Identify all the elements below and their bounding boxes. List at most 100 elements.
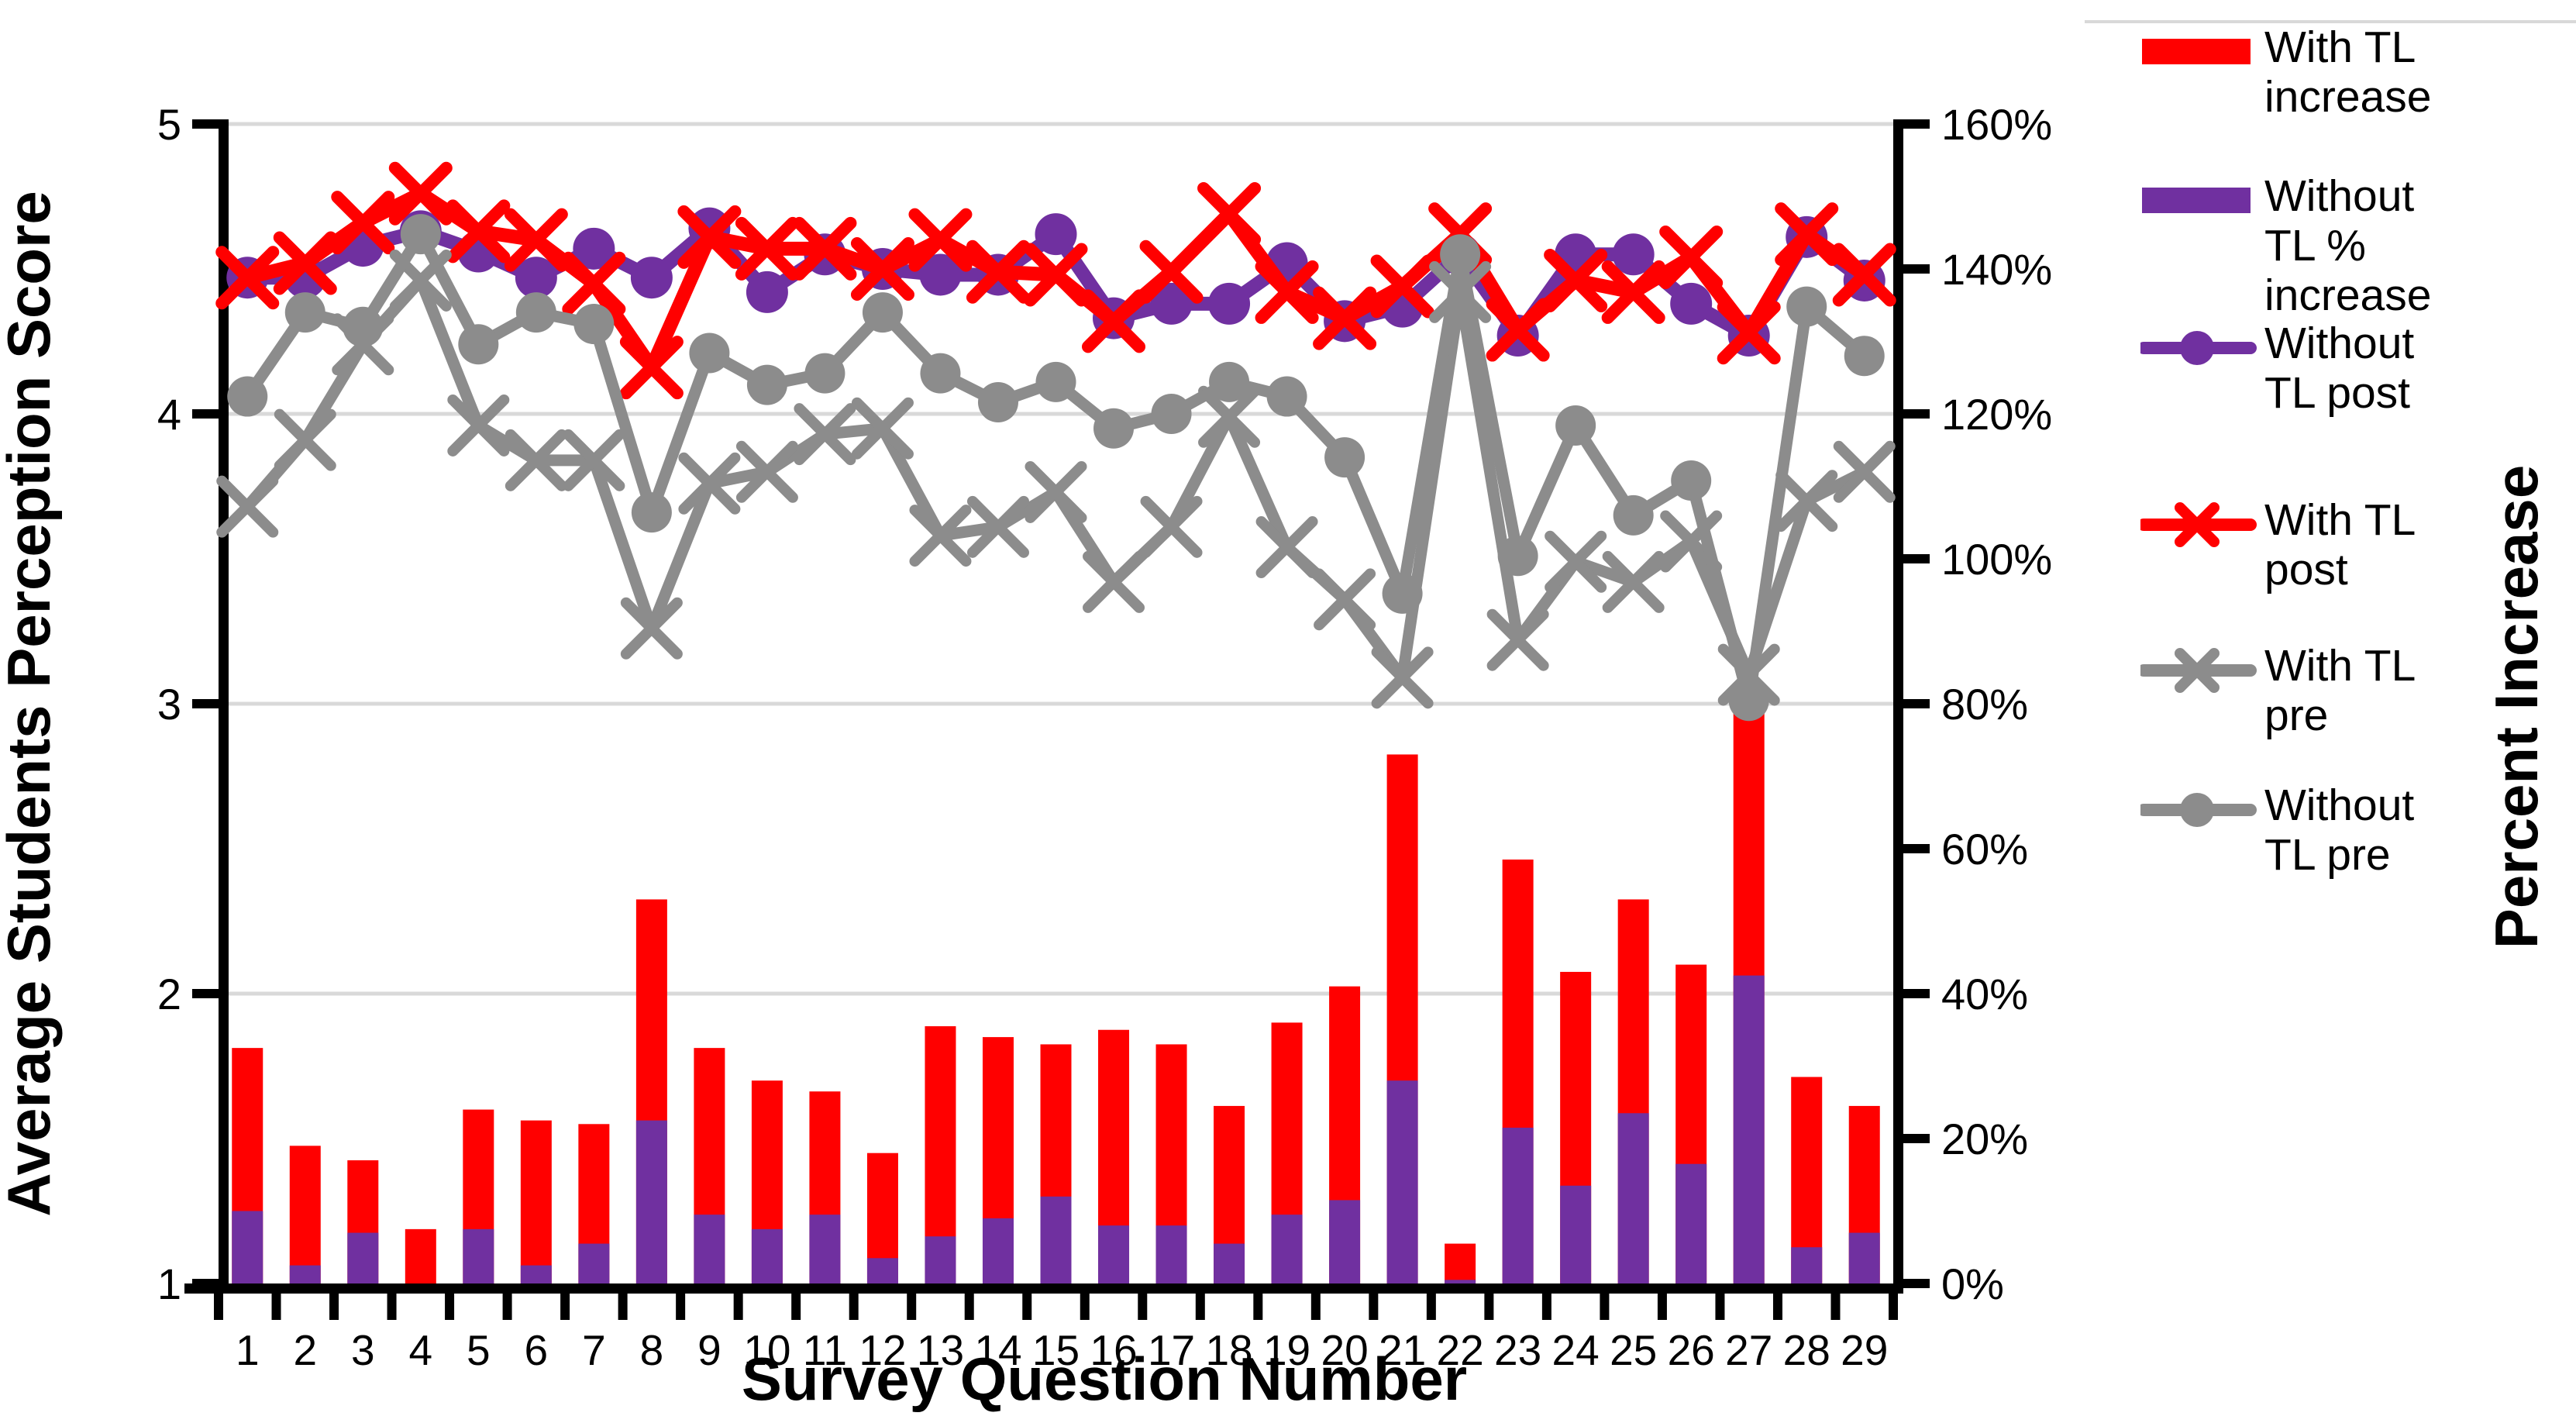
marker-x [274,408,336,471]
legend-item-without-tl-post: Without TL post [2140,319,2414,419]
y-right-tick-label: 80% [1941,680,2028,729]
x-tick-label: 12 [859,1326,906,1374]
legend-swatch-without-tl-pre [2140,793,2257,827]
y-left-axis-title: Average Students Perception Score [0,191,63,1217]
x-axis-title: Survey Question Number [742,1345,1467,1413]
marker-circle [1209,361,1250,402]
marker-x [504,208,568,272]
marker-circle [1324,437,1365,478]
x-tick [1080,1294,1090,1320]
bar-without-tl-increase [1098,1225,1130,1283]
x-tick [329,1294,339,1320]
marker-circle [1093,408,1135,449]
bar-with-tl-increase [520,1120,552,1283]
x-tick [1600,1294,1610,1320]
marker-x [735,216,799,281]
x-tick-label: 25 [1610,1326,1657,1374]
marker-circle [1844,336,1885,377]
y-left-tick-label: 2 [157,970,181,1018]
marker-circle [343,306,384,347]
marker-x [966,495,1029,558]
marker-circle [400,214,441,255]
y-right-tick-label: 40% [1941,970,2028,1018]
marker-circle [1728,680,1769,722]
marker-x [273,231,337,295]
marker-circle [862,292,903,333]
y-left-tick [192,989,219,998]
marker-x [447,394,510,457]
y-left-axis-line [219,119,229,1294]
x-tick-label: 10 [743,1326,790,1374]
marker-x [1255,516,1318,579]
x-tick [676,1294,686,1320]
x-tick-label: 20 [1321,1326,1368,1374]
x-tick-label: 29 [1841,1326,1888,1374]
marker-circle [1150,282,1193,325]
legend-swatch-with-tl-increase [2142,39,2251,64]
legend-marker-x [2175,648,2220,693]
legend-label-with-tl-pre: With TL pre [2264,641,2416,740]
bar-without-tl-increase [1733,975,1765,1283]
marker-x [851,397,914,460]
legend-bar-swatch [2142,188,2251,213]
y-right-tick [1903,989,1930,998]
legend-marker-circle [2180,331,2214,365]
x-tick [1715,1294,1725,1320]
bar-without-tl-increase [1214,1243,1245,1283]
y-right-tick-label: 0% [1941,1259,2004,1308]
x-tick-label: 28 [1783,1326,1830,1374]
bar-without-tl-increase [1848,1232,1880,1283]
legend-label-with-tl-post: With TL post [2264,495,2416,594]
marker-circle [1151,394,1192,434]
marker-x [850,237,914,301]
x-tick-label: 22 [1437,1326,1484,1374]
marker-x [1544,248,1608,312]
x-tick-label: 8 [640,1326,664,1374]
marker-circle [515,292,556,333]
bar-without-tl-increase [1271,1215,1303,1283]
marker-x [1486,298,1550,362]
bar-without-tl-increase [578,1243,610,1283]
marker-x [216,475,279,538]
top-divider-line [2085,20,2576,23]
marker-x [446,199,511,264]
marker-x [1429,260,1492,323]
marker-x [388,161,453,226]
y-right-axis-line [1893,119,1903,1294]
y-right-tick [1903,1279,1930,1288]
marker-circle [804,353,845,394]
y-right-tick [1903,699,1930,708]
marker-x [1601,260,1665,324]
marker-x [1717,301,1781,365]
marker-circle [458,324,499,365]
y-right-tick [1903,119,1930,129]
y-right-tick-label: 60% [1941,825,2028,873]
legend-item-without-tl-increase: Without TL % increase [2140,171,2431,320]
bar-without-tl-increase [1329,1200,1361,1283]
marker-x [1314,568,1376,631]
y-left-tick-label: 3 [157,680,181,729]
y-right-tick [1903,409,1930,419]
marker-circle [1612,233,1655,276]
y-right-tick [1903,264,1930,274]
x-tick-label: 23 [1494,1326,1541,1374]
x-tick-label: 21 [1379,1326,1426,1374]
marker-circle [573,227,615,270]
x-tick [445,1294,455,1320]
marker-x [1602,550,1665,613]
marker-circle [1035,361,1076,402]
bar-without-tl-increase [694,1215,725,1283]
marker-circle [919,253,962,296]
y-right-tick-label: 160% [1941,100,2052,149]
y-right-tick [1903,1134,1930,1143]
x-tick-label: 14 [974,1326,1021,1374]
marker-x [1255,260,1319,324]
marker-x [908,208,973,272]
marker-circle [515,257,557,299]
marker-circle [1208,282,1251,325]
marker-x [735,440,798,503]
legend-swatch-without-tl-increase [2142,188,2251,213]
marker-circle [746,270,788,313]
x-tick [964,1294,974,1320]
